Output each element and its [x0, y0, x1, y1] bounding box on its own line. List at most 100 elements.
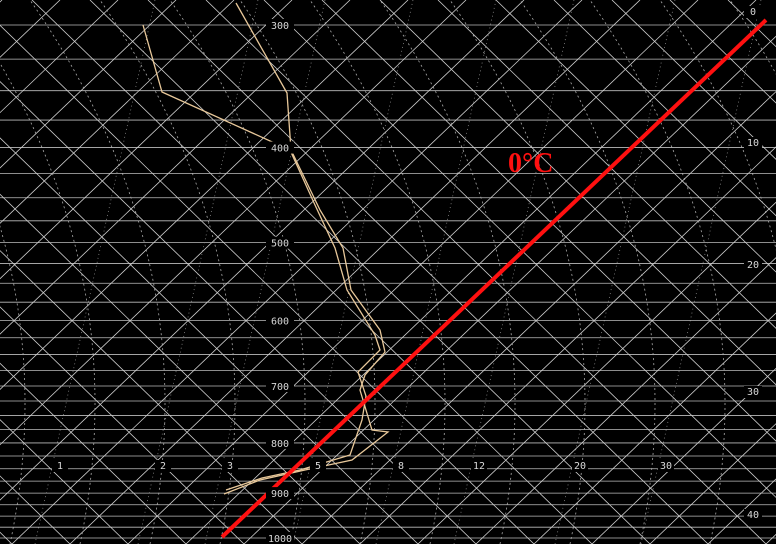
isotherm [0, 0, 119, 114]
dry-adiabat [263, 0, 776, 498]
temperature-label: 30 [747, 387, 759, 398]
pressure-label: 800 [271, 439, 289, 450]
mixing-ratio-label: 8 [398, 461, 404, 472]
isotherm [0, 0, 235, 224]
label-bg [266, 141, 294, 154]
isotherm [185, 0, 757, 544]
isotherm [0, 0, 293, 280]
label-bg [310, 460, 326, 472]
temperature-label: 40 [747, 510, 759, 521]
mixing-ratio-line [375, 0, 497, 544]
dry-adiabat [437, 0, 776, 329]
moist-adiabat [239, 0, 376, 544]
mixing-ratio-line [292, 0, 414, 544]
mixing-ratio-line [137, 0, 259, 544]
isotherm [0, 0, 409, 390]
label-bg [572, 460, 588, 472]
dry-adiabat [0, 306, 245, 544]
dry-adiabat [205, 0, 767, 544]
label-bg [266, 436, 294, 449]
mixing-ratio-label: 20 [574, 461, 586, 472]
isotherm [243, 35, 776, 544]
dry-adiabat [31, 0, 593, 544]
dry-adiabat [321, 0, 776, 442]
pressure-label: 600 [271, 316, 289, 327]
dry-adiabat [553, 0, 776, 217]
moist-adiabat [449, 0, 586, 544]
isotherm [69, 0, 641, 544]
dry-adiabat [89, 0, 651, 544]
dry-adiabat [669, 0, 776, 104]
dry-adiabat [0, 362, 187, 544]
label-bg [471, 460, 487, 472]
isotherm [0, 0, 177, 169]
mixing-ratio-line [34, 0, 156, 544]
moist-adiabat [169, 0, 306, 544]
moist-adiabat [589, 0, 726, 544]
moist-adiabat [29, 0, 166, 544]
mixing-ratio-line [554, 0, 676, 544]
isotherm [0, 0, 467, 446]
freezing-line [220, 18, 768, 539]
mixing-ratio-label: 2 [160, 461, 166, 472]
dry-adiabat [0, 81, 477, 544]
label-bg [266, 380, 294, 393]
dry-adiabat [495, 0, 776, 273]
isotherm [359, 146, 776, 544]
moist-adiabat [519, 0, 656, 544]
dry-adiabat [147, 0, 709, 544]
pressure-label: 700 [271, 382, 289, 393]
label-bg [744, 386, 762, 398]
dry-adiabat [611, 0, 776, 160]
moist-adiabat [309, 0, 446, 544]
temperature-label: 0 [750, 7, 756, 18]
temperature-label: 20 [747, 260, 759, 271]
mixing-ratio-label: 12 [473, 461, 485, 472]
isotherm [533, 312, 776, 544]
dry-adiabat [0, 419, 129, 544]
label-bg [266, 19, 294, 31]
pressure-label: 900 [271, 489, 289, 500]
label-bg [266, 236, 294, 249]
pressure-label: 1000 [268, 534, 292, 544]
dry-adiabat [0, 137, 419, 544]
label-bg [393, 460, 409, 472]
isotherm [649, 423, 776, 544]
isotherm [591, 367, 776, 544]
pressure-label: 500 [271, 239, 289, 250]
label-bg [744, 6, 762, 18]
dry-adiabat [0, 24, 535, 544]
mixing-ratio-label: 5 [315, 461, 321, 472]
dry-adiabat [379, 0, 776, 386]
label-bg [52, 460, 68, 472]
label-bg [658, 460, 674, 472]
label-bg [744, 509, 762, 521]
pressure-label: 300 [271, 21, 289, 32]
isotherm [0, 0, 351, 335]
dry-adiabat [0, 193, 361, 544]
pressure-label: 400 [271, 144, 289, 155]
annotation: 0°C [508, 148, 553, 179]
label-bg [266, 487, 294, 500]
moist-adiabat [379, 0, 516, 544]
isotherm [0, 0, 525, 501]
isotherm [301, 91, 776, 544]
mixing-ratio-line [204, 0, 326, 544]
isotherm [127, 0, 699, 544]
label-bg [744, 259, 762, 271]
mixing-ratio-label: 30 [660, 461, 672, 472]
moist-adiabat [0, 225, 26, 544]
mixing-ratio-line [640, 0, 762, 544]
moist-adiabat [99, 0, 236, 544]
temperature-label: 10 [747, 138, 759, 149]
isotherm [475, 257, 776, 544]
label-bg [744, 137, 762, 149]
label-bg [222, 460, 238, 472]
label-bg [266, 314, 294, 327]
mixing-ratio-line [453, 0, 575, 544]
mixing-ratio-label: 1 [57, 461, 63, 472]
label-bg [266, 532, 294, 544]
